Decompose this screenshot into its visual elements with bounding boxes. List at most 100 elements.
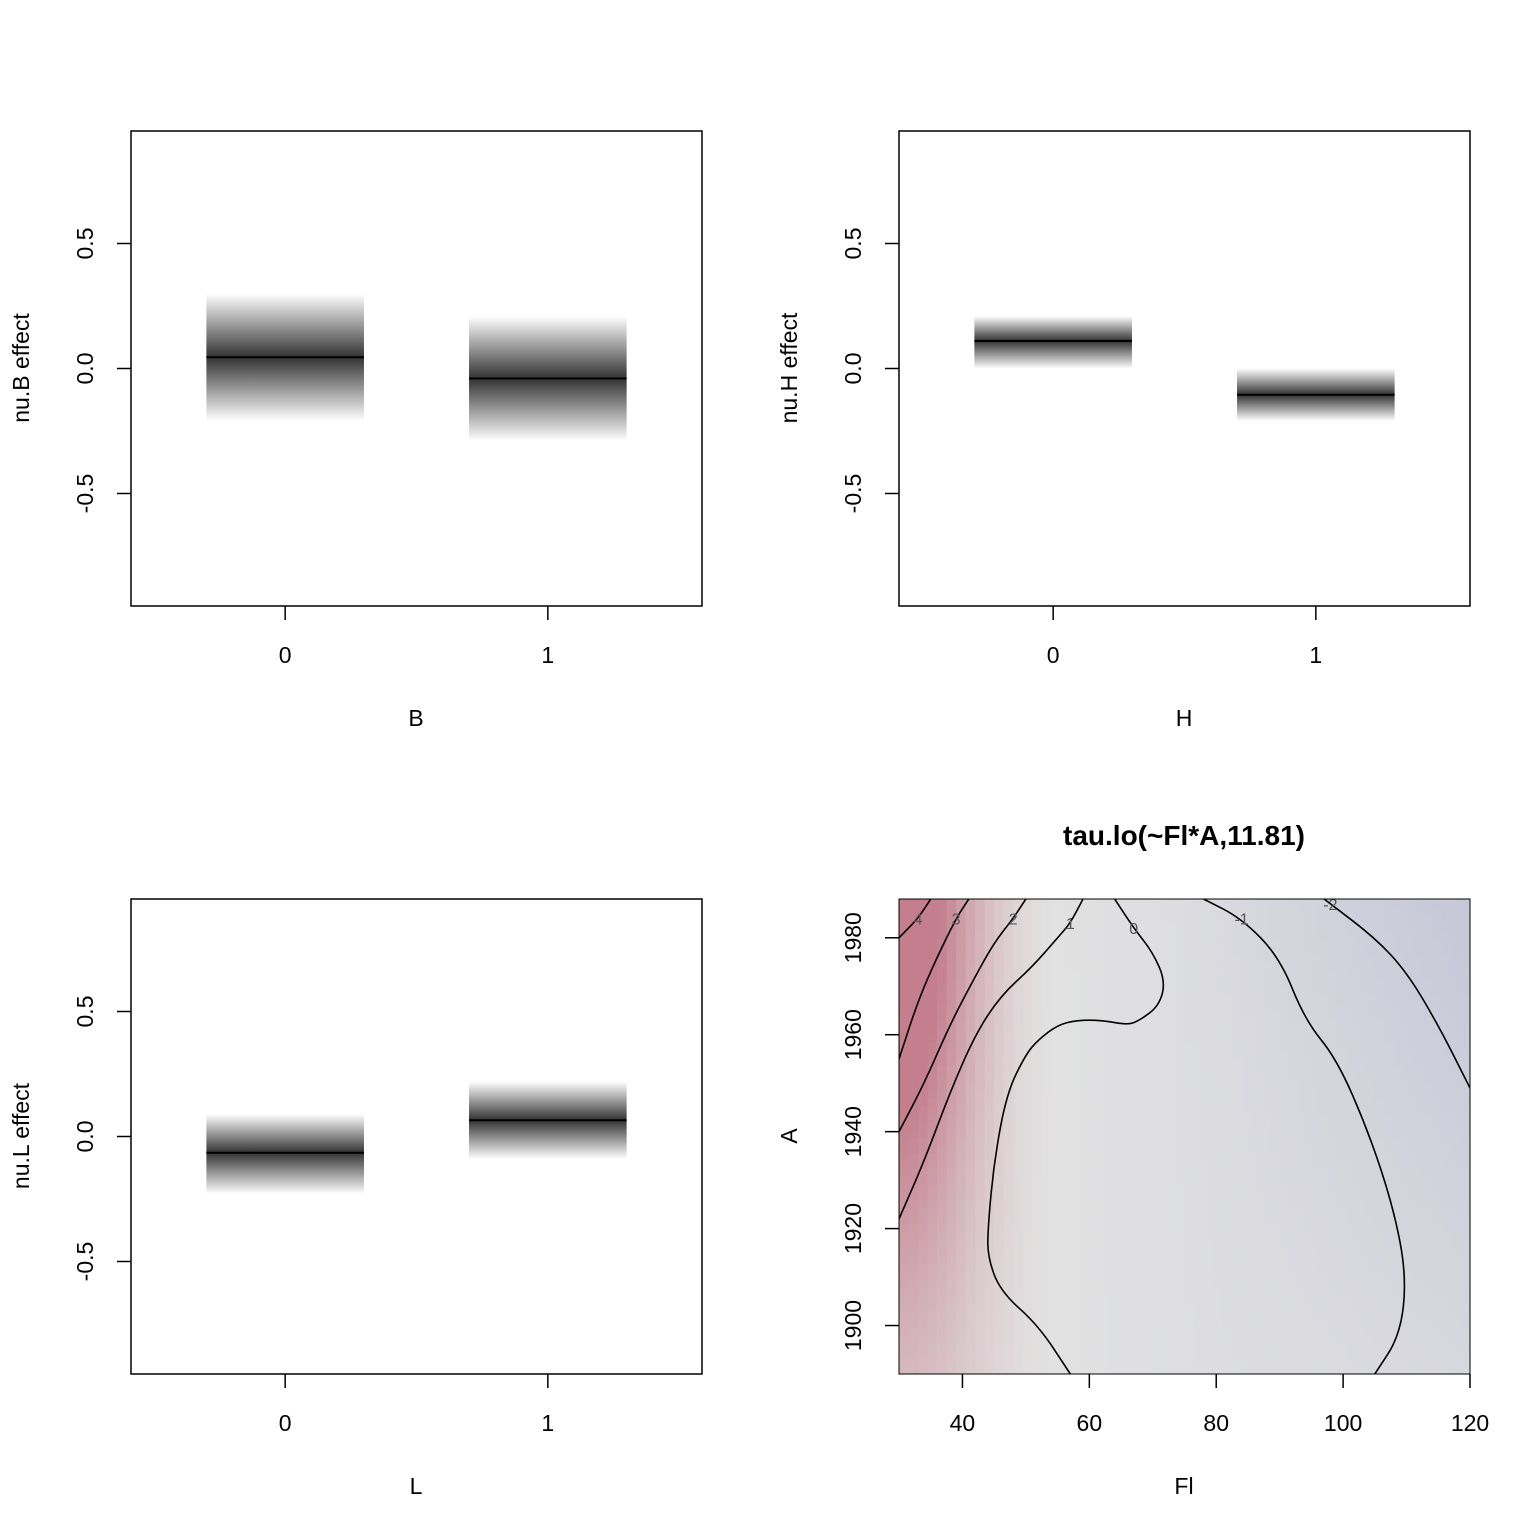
heatmap-cell [1041,978,1052,987]
heatmap-cell [1136,906,1148,916]
heatmap-cell [1051,1160,1062,1169]
heatmap-cell [1060,1326,1071,1336]
heatmap-cell [899,1255,910,1264]
heatmap-cell [1203,1160,1214,1169]
heatmap-cell [1412,906,1424,916]
heatmap-cell [908,994,919,1003]
heatmap-cell [1441,1136,1452,1146]
heatmap-cell [1450,1152,1462,1161]
heatmap-cell [1431,1112,1443,1122]
heatmap-cell [975,978,986,987]
heatmap-cell [908,1310,919,1320]
heatmap-cell [1127,1342,1138,1351]
heatmap-cell [1060,1334,1071,1343]
heatmap-cell [1289,1081,1300,1090]
heatmap-cell [1431,1096,1443,1106]
heatmap-cell [1098,1096,1109,1106]
heatmap-cell [984,986,995,995]
heatmap-cell [1355,930,1366,940]
heatmap-cell [1308,1017,1319,1027]
heatmap-cell [1098,1302,1109,1312]
heatmap-cell [1203,994,1214,1003]
heatmap-cell [1013,1041,1024,1051]
heatmap-cell [1032,1286,1043,1296]
heatmap-cell [1136,1128,1148,1138]
y-tick-label: -0.5 [72,1242,98,1282]
contour-label: -1 [1234,911,1248,928]
heatmap-cell [1070,914,1081,924]
heatmap-cell [1412,1342,1424,1351]
heatmap-cell [1365,1176,1376,1185]
heatmap-cell [1194,1160,1205,1169]
heatmap-cell [975,1223,986,1233]
heatmap-cell [1165,954,1176,963]
heatmap-cell [975,906,986,916]
heatmap-cell [1241,1310,1252,1320]
heatmap-cell [1089,1263,1100,1272]
heatmap-cell [1431,906,1443,916]
heatmap-cell [1365,1191,1376,1201]
heatmap-cell [1346,906,1357,916]
heatmap-cell [1412,1279,1424,1288]
heatmap-cell [1165,970,1176,979]
heatmap-cell [1070,1215,1081,1225]
heatmap-cell [1355,1073,1366,1082]
heatmap-cell [1251,1342,1262,1351]
heatmap-cell [1422,986,1433,995]
heatmap-cell [1251,1120,1262,1130]
heatmap-cell [1222,1366,1233,1374]
heatmap-cell [1070,1231,1081,1241]
heatmap-cell [1165,1033,1176,1043]
heatmap-cell [1003,1231,1014,1241]
heatmap-cell [1222,922,1233,932]
heatmap-cell [1022,986,1033,995]
heatmap-cell [1365,1271,1376,1280]
heatmap-cell [1174,1302,1186,1312]
heatmap-cell [1460,1144,1470,1153]
heatmap-cell [975,1366,986,1374]
y-axis: -0.50.00.5 [72,228,131,513]
heatmap-cell [1194,899,1205,908]
heatmap-cell [1241,1223,1252,1233]
heatmap-cell [1327,1025,1338,1035]
heatmap-cell [1098,1191,1109,1201]
heatmap-cell [1346,1294,1357,1304]
heatmap-cell [1327,1231,1338,1241]
heatmap-cell [899,1294,910,1304]
heatmap-cell [1308,1033,1319,1043]
heatmap-cell [937,986,948,995]
heatmap-cell [1041,954,1052,963]
heatmap-cell [1279,1223,1290,1233]
heatmap-cell [1060,1318,1071,1328]
heatmap-cell [1108,1342,1119,1351]
heatmap-cell [1203,1247,1214,1256]
heatmap-cell [1279,994,1290,1003]
heatmap-cell [1412,1184,1424,1193]
heatmap-cell [1051,1326,1062,1336]
heatmap-cell [1060,994,1071,1003]
heatmap-cell [1013,1239,1024,1248]
heatmap-cell [1336,1286,1347,1296]
heatmap-cell [1336,1168,1347,1177]
x-axis-title: Fl [1174,1473,1193,1499]
heatmap-cell [1070,1350,1081,1359]
heatmap-cell [1241,954,1252,963]
heatmap-cell [1013,1152,1024,1161]
heatmap-cell [1165,1302,1176,1312]
heatmap-cell [1070,1128,1081,1138]
heatmap-cell [1412,1199,1424,1209]
heatmap-cell [1355,946,1366,956]
heatmap-cell [1393,1366,1404,1374]
heatmap-cell [946,1120,957,1130]
heatmap-cell [1155,1255,1167,1264]
heatmap-cell [1403,899,1414,908]
heatmap-cell [1165,899,1176,908]
heatmap-cell [1194,1239,1205,1248]
heatmap-cell [1241,1207,1252,1217]
heatmap-cell [1403,994,1414,1003]
heatmap-cell [937,1294,948,1304]
heatmap-cell [1241,1144,1252,1153]
heatmap-cell [1317,1271,1328,1280]
heatmap-cell [984,1104,995,1114]
heatmap-cell [1355,962,1366,971]
